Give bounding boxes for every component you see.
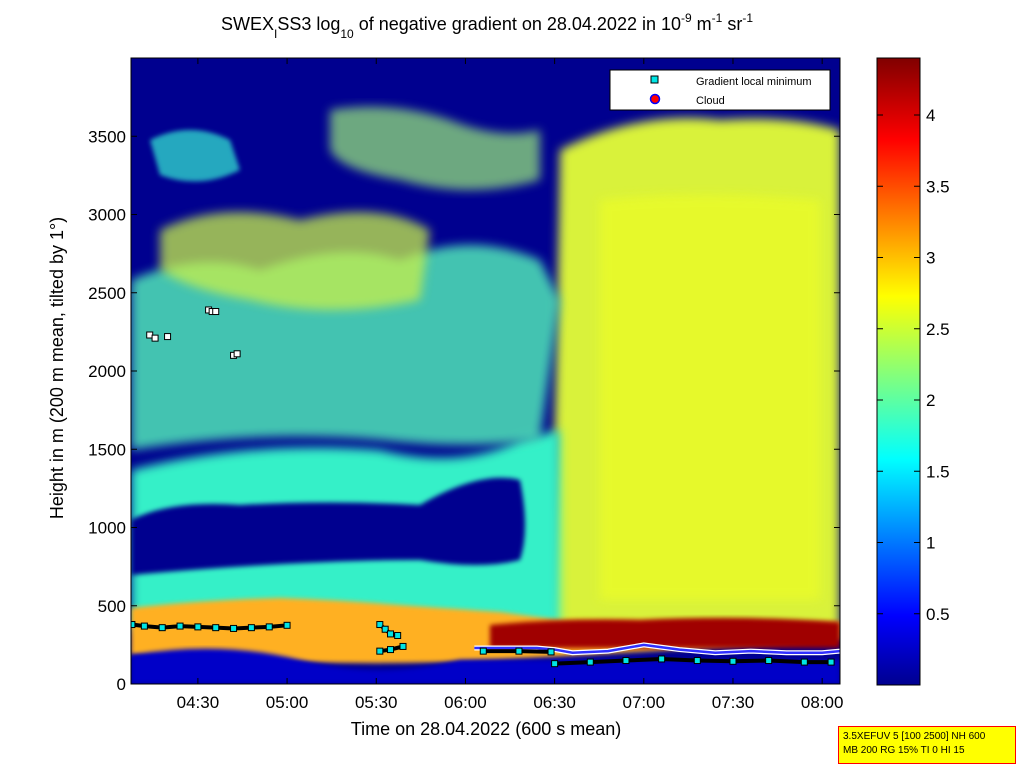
- colorbar-tick-label: 4: [926, 106, 935, 125]
- gradient-minimum-marker: [158, 624, 166, 632]
- y-tick-label: 1000: [88, 519, 126, 538]
- colorbar: 0.5 1 1.5 2 2.5 3 3.5 4: [876, 57, 950, 686]
- gradient-minimum-marker: [800, 658, 808, 666]
- colorbar-tick-label: 1: [926, 534, 935, 553]
- colorbar-ticks: 0.5 1 1.5 2 2.5 3 3.5 4: [877, 106, 950, 624]
- x-tick-label: 06:30: [533, 693, 576, 712]
- chart-title: SWEXISS3 log10 of negative gradient on 2…: [221, 11, 753, 41]
- y-tick-label: 3000: [88, 206, 126, 225]
- x-axis: 04:30 05:00 05:30 06:00 06:30 07:00 07:30 08:00: [177, 58, 844, 712]
- markers: [131, 306, 835, 668]
- heatmap-upper-left-patch: [150, 130, 240, 182]
- gradient-minimum-marker: [387, 646, 395, 654]
- colorbar-tick-label: 0.5: [926, 605, 950, 624]
- x-tick-label: 05:30: [355, 693, 398, 712]
- gradient-minimum-marker: [247, 624, 255, 632]
- y-axis-label: Height in m (200 m mean, tilted by 1°): [47, 217, 67, 519]
- gradient-minimum-marker: [547, 648, 555, 656]
- heatmap-plot: [131, 58, 840, 684]
- gradient-minimum-marker: [283, 621, 291, 629]
- gradient-minimum-marker: [212, 624, 220, 632]
- y-tick-label: 2500: [88, 284, 126, 303]
- gradient-minimum-marker: [827, 658, 835, 666]
- colorbar-tick-label: 3.5: [926, 177, 950, 196]
- gradient-minimum-marker: [230, 624, 238, 632]
- gradient-minimum-marker: [729, 657, 737, 665]
- gradient-minimum-marker: [381, 625, 389, 633]
- legend-marker-gradient-minimum: [650, 75, 659, 84]
- colorbar-gradient: [877, 58, 920, 685]
- gradient-minimum-marker: [376, 647, 384, 655]
- legend-marker-cloud: [649, 93, 661, 105]
- y-tick-label: 0: [117, 675, 126, 694]
- x-axis-label: Time on 28.04.2022 (600 s mean): [351, 719, 622, 739]
- x-tick-label: 07:30: [712, 693, 755, 712]
- gradient-minimum-marker: [140, 622, 148, 630]
- gradient-minimum-marker: [479, 647, 487, 655]
- legend-label-cloud: Cloud: [696, 95, 725, 107]
- y-tick-label: 3500: [88, 127, 126, 146]
- heatmap-aerosol-layer: [490, 617, 840, 648]
- y-tick-label: 500: [98, 597, 126, 616]
- gradient-minimum-marker: [265, 623, 273, 631]
- processing-info-box: 3.5XEFUV 5 [100 2500] NH 600 MB 200 RG 1…: [838, 726, 1016, 764]
- gradient-minimum-marker: [765, 657, 773, 665]
- x-tick-label: 04:30: [177, 693, 220, 712]
- gradient-minimum-marker: [515, 647, 523, 655]
- gradient-minimum-marker: [394, 631, 402, 639]
- colorbar-tick-label: 2: [926, 391, 935, 410]
- colorbar-tick-label: 1.5: [926, 462, 950, 481]
- gradient-minimum-marker: [131, 621, 136, 629]
- gradient-minimum-marker: [387, 630, 395, 638]
- x-tick-label: 08:00: [801, 693, 844, 712]
- y-tick-label: 2000: [88, 362, 126, 381]
- info-line-1: 3.5XEFUV 5 [100 2500] NH 600: [843, 731, 986, 742]
- heatmap-yellow-patch: [160, 212, 430, 310]
- gradient-minimum-point: [151, 334, 159, 342]
- info-line-2: MB 200 RG 15% TI 0 HI 15: [843, 745, 965, 756]
- gradient-minimum-marker: [376, 621, 384, 629]
- gradient-minimum-marker: [586, 658, 594, 666]
- gradient-minimum-marker: [399, 642, 407, 650]
- x-tick-label: 05:00: [266, 693, 309, 712]
- gradient-minimum-marker: [194, 623, 202, 631]
- gradient-minimum-point: [164, 333, 172, 341]
- cloud-line: [474, 643, 840, 654]
- legend: Gradient local minimum Cloud: [609, 69, 831, 111]
- gradient-minimum-marker: [658, 655, 666, 663]
- heatmap-yellow-core: [600, 195, 820, 600]
- gradient-minimum-point: [212, 308, 220, 316]
- legend-label-gradient-minimum: Gradient local minimum: [696, 76, 812, 88]
- heatmap-upper-patch: [330, 106, 540, 190]
- y-axis: 0 500 1000 1500 2000 2500 3000 3500: [88, 127, 840, 694]
- gradient-minimum-marker: [693, 657, 701, 665]
- colorbar-frame: [876, 57, 921, 686]
- colorbar-tick-label: 3: [926, 249, 935, 268]
- heatmap-ground-layer: [131, 648, 840, 684]
- x-tick-label: 06:00: [444, 693, 487, 712]
- gradient-minimum-line: [131, 622, 288, 631]
- legend-box: [609, 69, 831, 111]
- gradient-minimum-marker: [176, 622, 184, 630]
- gradient-minimum-marker: [622, 657, 630, 665]
- y-tick-label: 1500: [88, 440, 126, 459]
- gradient-minimum-marker: [551, 660, 559, 668]
- heatmap-dark-block: [131, 477, 525, 575]
- gradient-minimum-point: [233, 350, 241, 358]
- colorbar-tick-label: 2.5: [926, 320, 950, 339]
- x-tick-label: 07:00: [623, 693, 666, 712]
